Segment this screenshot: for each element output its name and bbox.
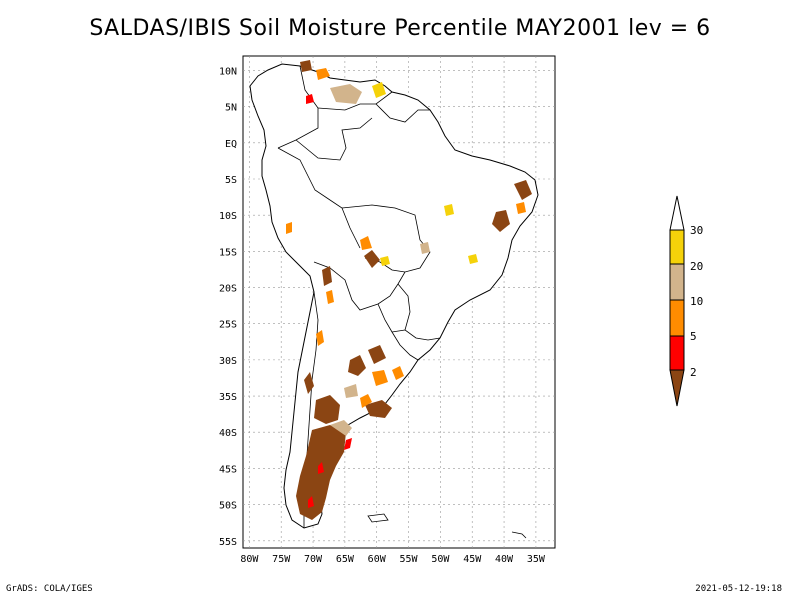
footer-credit: GrADS: COLA/IGES bbox=[6, 584, 93, 594]
lat-tick-label: 50S bbox=[219, 501, 237, 512]
legend-label-30: 30 bbox=[690, 224, 703, 237]
legend-box-20-30 bbox=[669, 229, 685, 265]
lat-tick-label: 35S bbox=[219, 392, 237, 403]
footer-timestamp: 2021-05-12-19:18 bbox=[695, 584, 782, 594]
legend-arrow-top bbox=[669, 195, 685, 231]
south-georgia-island bbox=[511, 531, 527, 539]
lon-tick-label: 75W bbox=[272, 554, 291, 565]
legend-label-5: 5 bbox=[690, 330, 697, 343]
soil-moisture-patches bbox=[286, 60, 532, 520]
lat-tick-label: 45S bbox=[219, 464, 237, 475]
legend-box-5-10 bbox=[669, 299, 685, 337]
legend-label-10: 10 bbox=[690, 295, 703, 308]
latitude-labels: 10N 5N EQ 5S 10S 15S 20S 25S 30S 35S 40S 45S 50S 55S bbox=[219, 66, 237, 547]
lat-tick-label: 10S bbox=[219, 211, 237, 222]
lon-tick-label: 55W bbox=[400, 554, 419, 565]
longitude-labels: 80W 75W 70W 65W 60W 55W 50W 45W 40W 35W bbox=[240, 554, 546, 565]
lon-tick-label: 50W bbox=[431, 554, 450, 565]
lon-tick-label: 60W bbox=[368, 554, 387, 565]
lon-tick-label: 80W bbox=[240, 554, 259, 565]
lon-tick-label: 35W bbox=[527, 554, 546, 565]
legend-box-2-5 bbox=[669, 335, 685, 371]
legend-label-20: 20 bbox=[690, 260, 703, 273]
lat-tick-label: 30S bbox=[219, 356, 237, 367]
lon-tick-label: 40W bbox=[495, 554, 514, 565]
lat-tick-label: 55S bbox=[219, 537, 237, 548]
colorbar-legend: 30 20 10 5 2 bbox=[669, 195, 703, 407]
lat-tick-label: 25S bbox=[219, 320, 237, 331]
lat-tick-label: 40S bbox=[219, 428, 237, 439]
falkland-islands bbox=[367, 513, 389, 523]
lat-tick-label: 5S bbox=[225, 175, 237, 186]
lat-tick-label: 15S bbox=[219, 247, 237, 258]
lon-tick-label: 70W bbox=[304, 554, 323, 565]
lat-tick-label: EQ bbox=[225, 139, 237, 150]
lat-tick-label: 20S bbox=[219, 284, 237, 295]
legend-arrow-bottom bbox=[669, 369, 685, 407]
lon-tick-label: 45W bbox=[463, 554, 482, 565]
legend-label-2: 2 bbox=[690, 366, 697, 379]
lat-tick-label: 10N bbox=[219, 66, 237, 77]
lon-tick-label: 65W bbox=[336, 554, 355, 565]
lat-tick-label: 5N bbox=[225, 103, 237, 114]
map-title: SALDAS/IBIS Soil Moisture Percentile MAY… bbox=[89, 16, 711, 41]
legend-box-10-20 bbox=[669, 263, 685, 301]
